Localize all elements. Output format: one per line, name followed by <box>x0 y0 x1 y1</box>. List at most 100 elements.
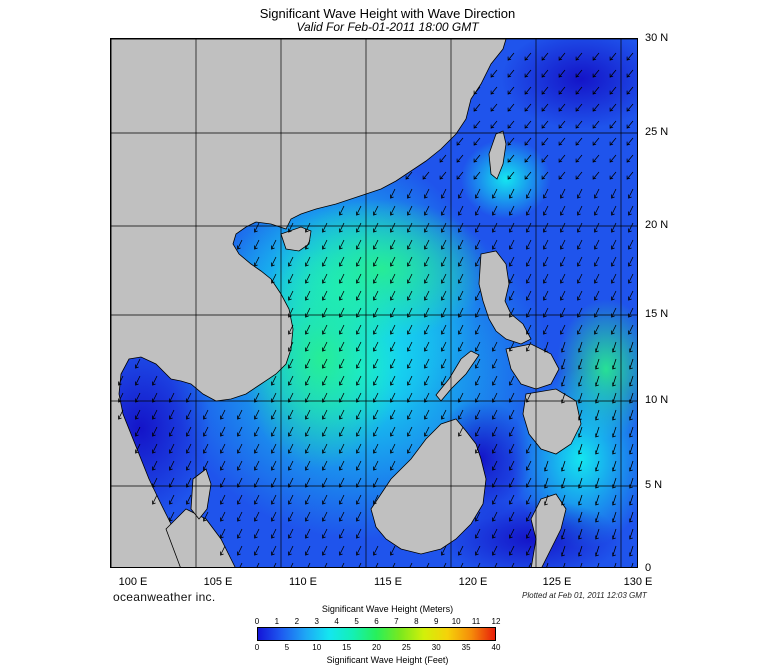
wave-arrow <box>220 528 226 539</box>
wave-arrow <box>561 341 566 353</box>
wave-arrow <box>237 426 243 437</box>
wave-arrow <box>594 273 600 284</box>
wave-arrow <box>628 290 634 301</box>
wave-arrow <box>595 426 600 438</box>
wave-arrow <box>578 392 583 404</box>
map-subtitle: Valid For Feb-01-2011 18:00 GMT <box>296 20 479 34</box>
luzon-island <box>478 250 532 345</box>
wave-arrow <box>543 205 549 216</box>
wave-arrow <box>373 341 379 352</box>
wave-arrow <box>629 358 634 370</box>
lon-label-110e: 110 E <box>289 576 317 588</box>
wave-arrow <box>577 324 583 335</box>
wave-arrow <box>492 477 498 488</box>
wave-arrow <box>322 358 328 369</box>
wave-arrow <box>407 290 413 301</box>
wave-arrow <box>288 392 294 403</box>
wave-arrow <box>373 205 379 216</box>
wave-arrow <box>541 69 549 78</box>
wave-arrow <box>373 358 379 369</box>
map-title: Significant Wave Height with Wave Direct… <box>259 6 516 21</box>
wave-arrow <box>490 69 498 78</box>
wave-arrow <box>322 273 328 284</box>
wave-arrow <box>390 443 396 454</box>
wave-arrow <box>626 103 634 112</box>
colorbar-tick-meters: 10 <box>451 617 461 626</box>
wave-arrow <box>220 426 226 437</box>
wave-arrow <box>560 188 566 199</box>
wave-arrow <box>169 409 175 420</box>
wave-arrow <box>490 86 498 95</box>
land-layer <box>111 39 582 567</box>
wave-arrow <box>509 528 515 539</box>
wave-arrow <box>254 222 260 233</box>
wave-arrow <box>424 375 430 386</box>
wave-arrow <box>169 460 175 471</box>
wave-arrow <box>203 511 209 522</box>
wave-arrow <box>390 290 396 301</box>
wave-arrow <box>407 443 413 454</box>
wave-arrow <box>544 341 549 353</box>
wave-arrow <box>543 256 549 267</box>
wave-arrow <box>424 341 430 352</box>
wave-arrow <box>220 477 226 488</box>
wave-arrow <box>612 392 617 404</box>
wave-arrow <box>577 205 583 216</box>
wave-arrow <box>356 545 362 556</box>
wave-arrow <box>595 341 600 353</box>
wave-arrow <box>577 222 583 233</box>
wave-arrow <box>578 358 583 370</box>
wave-arrow <box>577 307 583 318</box>
wave-arrow <box>407 358 413 369</box>
wave-field-deep-north <box>501 39 637 129</box>
wave-arrow <box>339 290 345 301</box>
wave-arrow <box>339 324 345 335</box>
wave-arrow <box>526 188 532 199</box>
wave-arrow <box>373 409 379 420</box>
wave-arrow <box>458 409 464 420</box>
wave-arrow <box>631 562 634 567</box>
wave-arrow <box>339 375 345 386</box>
wave-arrow <box>509 477 515 488</box>
colorbar-tick-feet: 0 <box>254 643 260 652</box>
wave-arrow <box>541 137 549 146</box>
wave-arrow <box>271 511 277 522</box>
lon-label-115e: 115 E <box>374 576 402 588</box>
wave-arrow <box>475 545 481 556</box>
wave-arrow <box>594 307 600 318</box>
mindanao-island <box>522 388 582 455</box>
wave-arrow <box>322 443 328 454</box>
lat-label-20n: 20 N <box>645 219 669 231</box>
wave-arrow <box>543 273 549 284</box>
wave-arrow <box>597 562 600 567</box>
wave-arrow <box>339 443 345 454</box>
colorbar-tick-meters: 11 <box>471 617 481 626</box>
wave-arrow <box>458 341 464 352</box>
colorbar-tick-feet: 20 <box>372 643 381 652</box>
wave-arrow <box>561 375 566 387</box>
wave-arrow <box>339 528 345 539</box>
wave-arrow <box>595 358 600 370</box>
wave-arrow <box>186 426 192 437</box>
wave-arrow <box>492 443 498 454</box>
wave-arrow <box>203 426 209 437</box>
wave-arrow <box>611 256 617 267</box>
wave-arrow <box>563 562 566 567</box>
wave-arrow <box>322 392 328 403</box>
wave-arrow <box>460 562 464 567</box>
wave-arrow <box>426 562 430 567</box>
wave-arrow <box>526 511 532 522</box>
wave-arrow <box>424 273 430 284</box>
wave-arrow <box>473 120 481 129</box>
wave-arrow <box>305 222 311 233</box>
wave-arrow <box>528 562 532 567</box>
wave-arrow <box>611 222 617 233</box>
wave-arrow <box>594 222 600 233</box>
wave-arrow <box>524 86 532 95</box>
wave-arrow <box>373 324 379 335</box>
wave-arrow <box>305 477 311 488</box>
wave-arrow <box>509 256 515 267</box>
wave-arrow <box>507 120 515 129</box>
wave-arrow <box>490 120 498 129</box>
wave-arrow <box>526 324 532 335</box>
